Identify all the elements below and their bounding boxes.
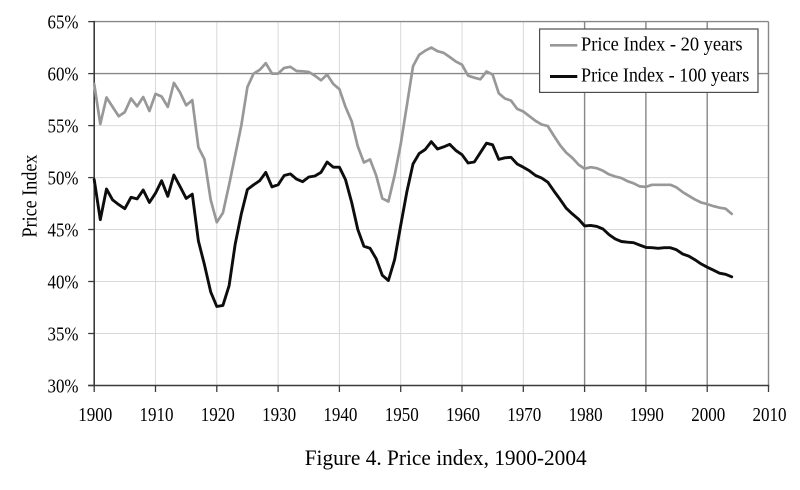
svg-text:2000: 2000 bbox=[691, 404, 725, 426]
svg-text:1980: 1980 bbox=[569, 404, 603, 426]
svg-text:1990: 1990 bbox=[630, 404, 664, 426]
svg-text:2010: 2010 bbox=[753, 404, 787, 426]
svg-text:50%: 50% bbox=[48, 167, 79, 189]
svg-text:65%: 65% bbox=[48, 11, 79, 33]
svg-text:40%: 40% bbox=[48, 271, 79, 293]
svg-text:60%: 60% bbox=[48, 63, 79, 85]
svg-text:30%: 30% bbox=[48, 375, 79, 397]
svg-text:Figure 4. Price index, 1900-20: Figure 4. Price index, 1900-2004 bbox=[305, 445, 587, 470]
svg-text:55%: 55% bbox=[48, 115, 79, 137]
svg-text:1960: 1960 bbox=[446, 404, 480, 426]
svg-text:45%: 45% bbox=[48, 219, 79, 241]
svg-text:Price Index: Price Index bbox=[18, 154, 42, 237]
svg-text:1950: 1950 bbox=[385, 404, 419, 426]
svg-text:Price Index - 100 years: Price Index - 100 years bbox=[581, 65, 749, 87]
svg-text:Price Index - 20 years: Price Index - 20 years bbox=[581, 34, 743, 56]
svg-text:1970: 1970 bbox=[507, 404, 541, 426]
svg-text:1920: 1920 bbox=[201, 404, 235, 426]
svg-text:35%: 35% bbox=[48, 323, 79, 345]
svg-text:1940: 1940 bbox=[323, 404, 357, 426]
svg-text:1900: 1900 bbox=[78, 404, 112, 426]
svg-text:1910: 1910 bbox=[140, 404, 174, 426]
svg-text:1930: 1930 bbox=[262, 404, 296, 426]
